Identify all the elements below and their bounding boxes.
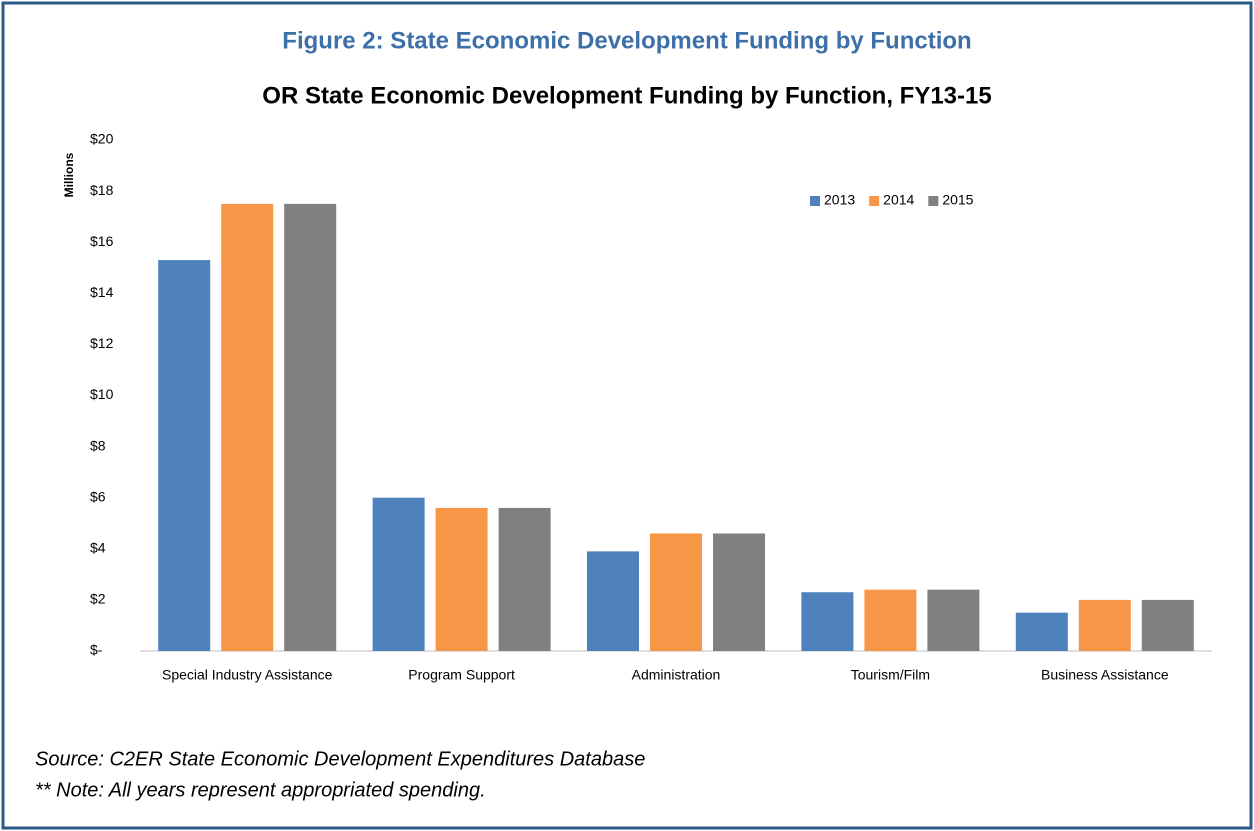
x-tick-label: Administration (632, 667, 721, 683)
y-tick-label: $20 (90, 131, 114, 147)
y-tick-label: $4 (90, 540, 106, 556)
y-tick-label: $2 (90, 591, 106, 607)
bar (158, 260, 211, 651)
x-tick-label: Business Assistance (1041, 667, 1169, 683)
bar (372, 497, 425, 651)
y-tick-label: $18 (90, 182, 114, 198)
figure-title: Figure 2: State Economic Development Fun… (282, 27, 971, 54)
y-tick-label: $6 (90, 488, 106, 504)
legend-label: 2014 (883, 192, 914, 208)
legend-label: 2013 (824, 192, 855, 208)
note: ** Note: All years represent appropriate… (35, 779, 486, 801)
bar (1078, 599, 1131, 651)
legend-swatch (928, 196, 939, 206)
legend-swatch (869, 196, 880, 206)
x-tick-label: Program Support (408, 667, 515, 683)
x-tick-label: Tourism/Film (851, 667, 930, 683)
bar (221, 203, 274, 651)
legend-swatch (810, 196, 820, 206)
y-tick-label: $8 (90, 437, 106, 453)
y-tick-label: $14 (90, 284, 114, 300)
bar (587, 551, 639, 651)
bar (1015, 612, 1068, 651)
legend-label: 2015 (942, 192, 973, 208)
y-axis-label: Millions (62, 152, 76, 197)
y-tick-label: $- (90, 642, 103, 658)
bar (650, 533, 702, 651)
source-note: Source: C2ER State Economic Development … (35, 748, 645, 770)
bar (927, 589, 980, 651)
y-tick-label: $10 (90, 386, 114, 402)
bar (284, 203, 337, 651)
y-tick-label: $12 (90, 335, 114, 351)
y-tick-label: $16 (90, 233, 114, 249)
chart-title: OR State Economic Development Funding by… (262, 82, 991, 109)
bar (435, 507, 488, 651)
bar (864, 589, 917, 651)
bar (801, 592, 854, 651)
bar (498, 507, 551, 651)
x-tick-label: Special Industry Assistance (162, 667, 333, 683)
bar (713, 533, 765, 651)
bar (1141, 599, 1194, 651)
